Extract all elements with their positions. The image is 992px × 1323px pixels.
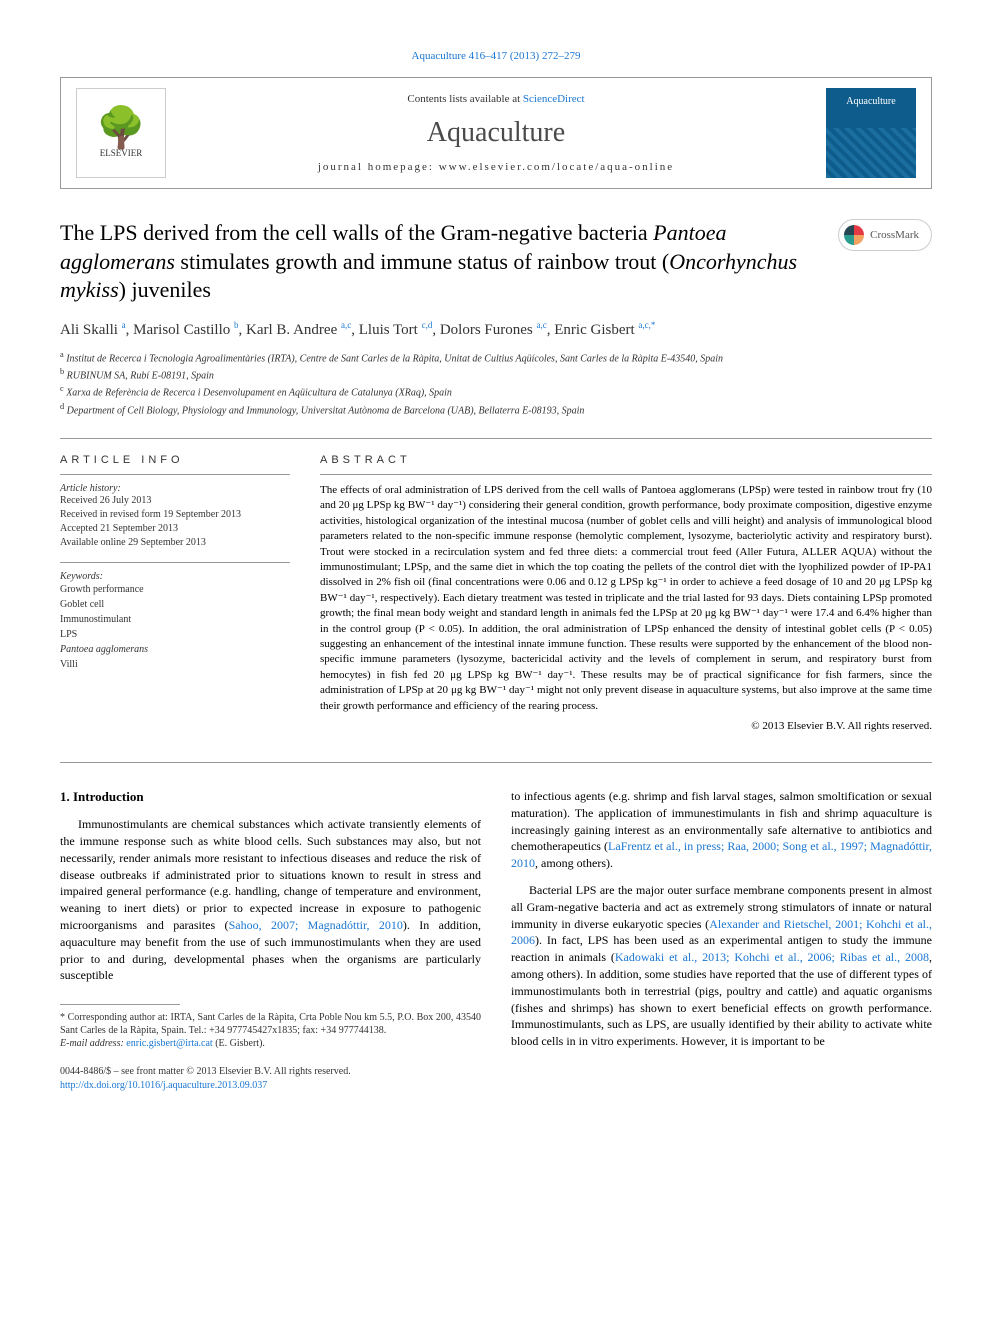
body-column-right: to infectious agents (e.g. shrimp and fi… (511, 788, 932, 1093)
author-5-aff: a,c (537, 320, 547, 330)
body-column-left: 1. Introduction Immunostimulants are che… (60, 788, 481, 1093)
cover-waves-icon (826, 128, 916, 178)
affiliation-b: b RUBINUM SA, Rubí E-08191, Spain (60, 366, 932, 383)
abstract-copyright: © 2013 Elsevier B.V. All rights reserved… (320, 720, 932, 732)
author-3: Karl B. Andree (246, 322, 337, 338)
bottom-matter: 0044-8486/$ – see front matter © 2013 El… (60, 1065, 481, 1093)
keyword: Goblet cell (60, 597, 290, 612)
elsevier-logo: 🌳 ELSEVIER (76, 88, 166, 178)
citation-link[interactable]: Kadowaki et al., 2013; Kohchi et al., 20… (615, 950, 929, 964)
journal-cover-thumbnail: Aquaculture (826, 88, 916, 178)
author-6: Enric Gisbert (554, 322, 634, 338)
abstract-column: abstract The effects of oral administrat… (320, 454, 932, 732)
article-info-heading: article info (60, 454, 290, 466)
journal-title: Aquaculture (166, 117, 826, 149)
email-label: E-mail address: (60, 1038, 126, 1049)
author-1: Ali Skalli (60, 322, 118, 338)
affiliation-a: a Institut de Recerca i Tecnologia Agroa… (60, 349, 932, 366)
author-list: Ali Skalli a, Marisol Castillo b, Karl B… (60, 320, 932, 339)
divider (60, 438, 932, 439)
keyword: Pantoea agglomerans (60, 642, 290, 657)
history-accepted: Accepted 21 September 2013 (60, 522, 290, 536)
body-paragraph: Bacterial LPS are the major outer surfac… (511, 882, 932, 1050)
author-2-aff: b (234, 320, 239, 330)
affiliation-c: c Xarxa de Referència de Recerca i Desen… (60, 383, 932, 400)
divider (60, 762, 932, 763)
author-4: Lluis Tort (359, 322, 418, 338)
cover-label: Aquaculture (846, 96, 895, 107)
history-label: Article history: (60, 483, 290, 494)
article-body: 1. Introduction Immunostimulants are che… (60, 788, 932, 1093)
citation-link[interactable]: Sahoo, 2007; Magnadóttir, 2010 (229, 918, 403, 932)
elsevier-label: ELSEVIER (100, 148, 143, 158)
keyword: Villi (60, 657, 290, 672)
sciencedirect-line: Contents lists available at ScienceDirec… (166, 93, 826, 105)
title-part-5: ) juveniles (119, 277, 211, 302)
doi-link[interactable]: http://dx.doi.org/10.1016/j.aquaculture.… (60, 1079, 481, 1093)
abstract-heading: abstract (320, 454, 932, 466)
keyword: LPS (60, 627, 290, 642)
homepage-url: www.elsevier.com/locate/aqua-online (439, 161, 674, 173)
author-5: Dolors Furones (440, 322, 533, 338)
author-6-aff: a,c, (638, 320, 651, 330)
crossmark-badge[interactable]: CrossMark (838, 219, 932, 251)
corresponding-footnote: * Corresponding author at: IRTA, Sant Ca… (60, 1011, 481, 1037)
citation-line: Aquaculture 416–417 (2013) 272–279 (60, 50, 932, 62)
history-revised: Received in revised form 19 September 20… (60, 508, 290, 522)
article-info-column: article info Article history: Received 2… (60, 454, 290, 732)
abstract-text: The effects of oral administration of LP… (320, 474, 932, 714)
keyword: Growth performance (60, 582, 290, 597)
history-section: Article history: Received 26 July 2013 R… (60, 474, 290, 550)
email-author: (E. Gisbert). (213, 1038, 265, 1049)
page-container: Aquaculture 416–417 (2013) 272–279 🌳 ELS… (0, 0, 992, 1123)
title-part-3: stimulates growth and immune status of r… (175, 249, 669, 274)
article-header: CrossMark The LPS derived from the cell … (60, 219, 932, 418)
email-footnote: E-mail address: enric.gisbert@irta.cat (… (60, 1037, 481, 1050)
header-center: Contents lists available at ScienceDirec… (166, 93, 826, 173)
article-title: The LPS derived from the cell walls of t… (60, 219, 820, 305)
sciencedirect-prefix: Contents lists available at (407, 93, 522, 105)
journal-header: 🌳 ELSEVIER Contents lists available at S… (60, 77, 932, 189)
keywords-label: Keywords: (60, 571, 290, 582)
keyword: Immunostimulant (60, 612, 290, 627)
keywords-section: Keywords: Growth performance Goblet cell… (60, 562, 290, 672)
author-4-aff: c,d (422, 320, 433, 330)
history-online: Available online 29 September 2013 (60, 536, 290, 550)
section-1-heading: 1. Introduction (60, 788, 481, 806)
info-abstract-row: article info Article history: Received 2… (60, 454, 932, 732)
author-1-aff: a (122, 320, 126, 330)
body-paragraph: to infectious agents (e.g. shrimp and fi… (511, 788, 932, 872)
affiliation-list: a Institut de Recerca i Tecnologia Agroa… (60, 349, 932, 418)
title-part-1: The LPS derived from the cell walls of t… (60, 220, 653, 245)
affiliation-d: d Department of Cell Biology, Physiology… (60, 401, 932, 418)
footnote-divider (60, 1004, 180, 1005)
email-link[interactable]: enric.gisbert@irta.cat (126, 1038, 212, 1049)
issn-line: 0044-8486/$ – see front matter © 2013 El… (60, 1065, 481, 1079)
elsevier-tree-icon: 🌳 (96, 108, 146, 148)
corresponding-star-icon: * (651, 320, 656, 330)
author-2: Marisol Castillo (133, 322, 230, 338)
crossmark-icon (844, 225, 864, 245)
sciencedirect-link[interactable]: ScienceDirect (523, 93, 585, 105)
author-3-aff: a,c (341, 320, 351, 330)
body-paragraph: Immunostimulants are chemical substances… (60, 816, 481, 984)
journal-homepage: journal homepage: www.elsevier.com/locat… (166, 161, 826, 173)
homepage-prefix: journal homepage: (318, 161, 439, 173)
crossmark-label: CrossMark (870, 229, 919, 241)
history-received: Received 26 July 2013 (60, 494, 290, 508)
